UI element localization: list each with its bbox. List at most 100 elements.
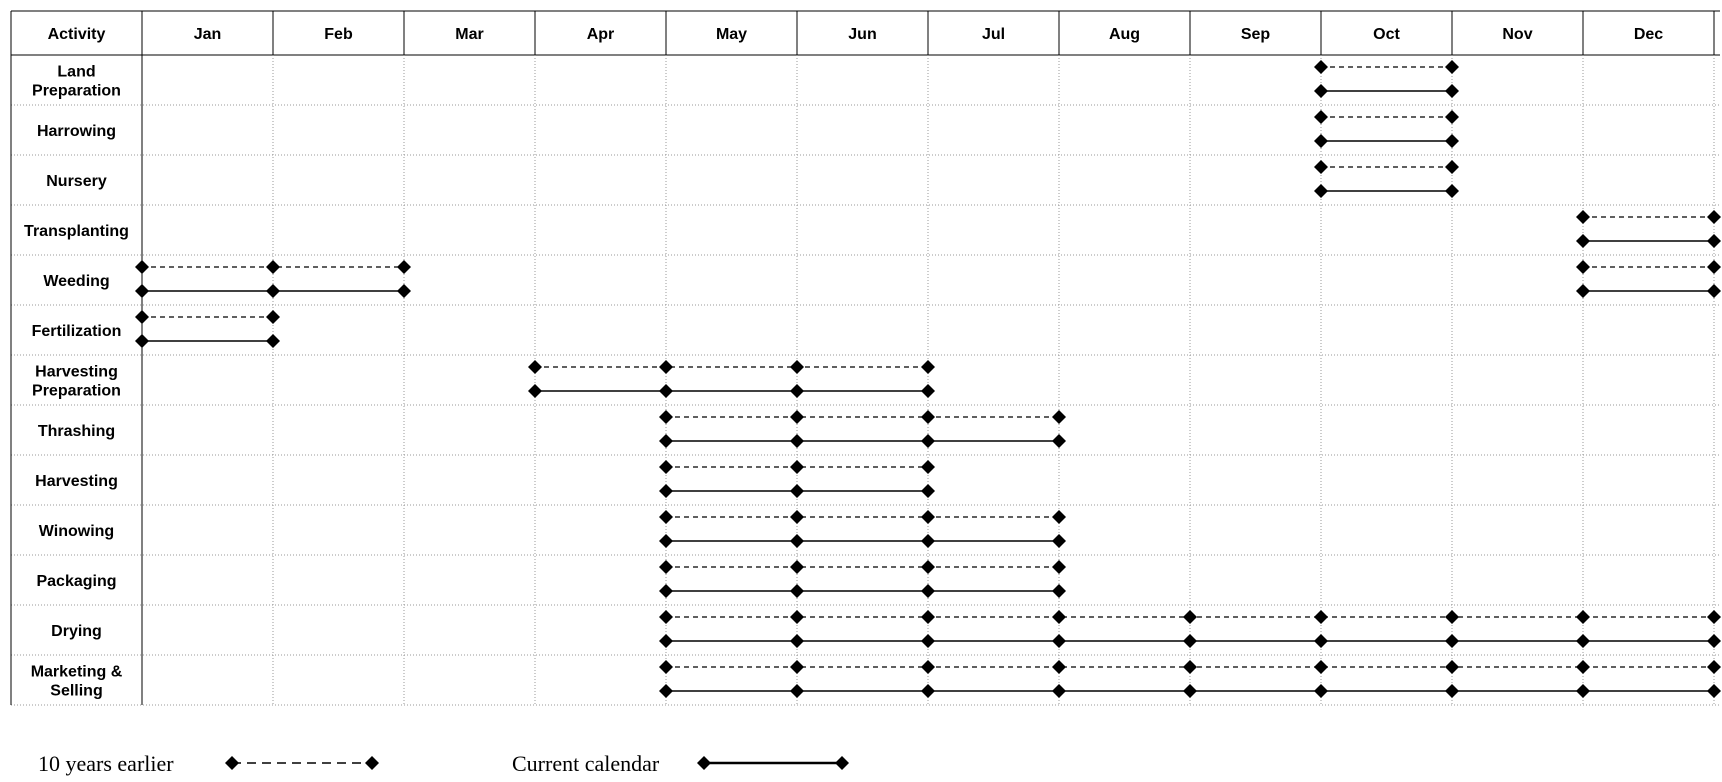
current-bar — [1576, 234, 1721, 248]
diamond-marker — [1707, 634, 1721, 648]
diamond-marker — [790, 460, 804, 474]
current-bar — [135, 334, 280, 348]
diamond-marker — [659, 384, 673, 398]
diamond-marker — [1576, 684, 1590, 698]
diamond-marker — [1314, 660, 1328, 674]
diamond-marker — [1576, 284, 1590, 298]
earlier-bar — [659, 410, 1066, 424]
diamond-marker — [659, 434, 673, 448]
header-month-jul: Jul — [982, 26, 1005, 43]
current-bar — [659, 484, 935, 498]
earlier-bar — [135, 260, 411, 274]
activity-label: Selling — [50, 683, 102, 700]
diamond-marker — [1052, 634, 1066, 648]
diamond-marker — [135, 310, 149, 324]
diamond-marker — [397, 260, 411, 274]
diamond-marker — [1576, 610, 1590, 624]
diamond-marker — [921, 460, 935, 474]
current-bar — [1314, 84, 1459, 98]
earlier-bar — [1314, 110, 1459, 124]
earlier-bar — [1314, 60, 1459, 74]
activity-label: Harrowing — [37, 123, 116, 140]
diamond-marker — [1183, 610, 1197, 624]
activity-label: Nursery — [46, 173, 107, 190]
diamond-marker — [1183, 684, 1197, 698]
diamond-marker — [1445, 134, 1459, 148]
diamond-marker — [266, 260, 280, 274]
activity-label: Winowing — [39, 523, 114, 540]
diamond-marker — [790, 584, 804, 598]
month-headers: Activity Jan Feb Mar Apr May Jun Jul Aug Sep Oct No… — [48, 26, 1664, 43]
earlier-bar — [659, 510, 1066, 524]
legend-earlier-line — [225, 756, 379, 770]
header-month-apr: Apr — [587, 26, 615, 43]
diamond-marker — [528, 384, 542, 398]
header-month-jun: Jun — [848, 26, 876, 43]
diamond-marker — [1445, 160, 1459, 174]
legend: 10 years earlier Current calendar — [38, 751, 849, 776]
current-bar — [659, 534, 1066, 548]
diamond-marker — [1445, 684, 1459, 698]
earlier-bar — [659, 610, 1721, 624]
diamond-marker — [1314, 684, 1328, 698]
activity-label: Preparation — [32, 83, 121, 100]
diamond-marker — [1314, 110, 1328, 124]
diamond-marker — [790, 360, 804, 374]
diamond-marker — [790, 560, 804, 574]
header-month-oct: Oct — [1373, 26, 1400, 43]
current-bar — [1314, 134, 1459, 148]
header-activity: Activity — [48, 26, 106, 43]
activity-label: Preparation — [32, 383, 121, 400]
diamond-marker — [659, 660, 673, 674]
diamond-marker — [1314, 610, 1328, 624]
legend-current-label: Current calendar — [512, 751, 660, 776]
header-month-jan: Jan — [194, 26, 222, 43]
diamond-marker — [921, 634, 935, 648]
diamond-marker — [397, 284, 411, 298]
activity-label: Transplanting — [24, 223, 129, 240]
diamond-marker — [1052, 560, 1066, 574]
diamond-marker — [659, 634, 673, 648]
diamond-marker — [1314, 160, 1328, 174]
diamond-marker — [790, 634, 804, 648]
current-bar — [659, 434, 1066, 448]
diamond-marker — [135, 334, 149, 348]
header-month-mar: Mar — [455, 26, 483, 43]
diamond-marker — [790, 610, 804, 624]
earlier-bar — [1314, 160, 1459, 174]
earlier-bar — [659, 460, 935, 474]
diamond-marker — [659, 560, 673, 574]
diamond-marker — [921, 410, 935, 424]
diamond-marker — [790, 410, 804, 424]
diamond-marker — [1576, 234, 1590, 248]
current-bar — [659, 584, 1066, 598]
header-month-nov: Nov — [1502, 26, 1532, 43]
diamond-marker — [1052, 584, 1066, 598]
diamond-marker — [659, 610, 673, 624]
header-month-feb: Feb — [324, 26, 353, 43]
activity-label: Weeding — [43, 273, 109, 290]
diamond-marker — [659, 484, 673, 498]
diamond-marker — [1445, 184, 1459, 198]
diamond-marker — [659, 460, 673, 474]
activity-label: Marketing & — [31, 664, 123, 681]
diamond-marker — [135, 284, 149, 298]
activity-label: Drying — [51, 623, 102, 640]
diamond-marker — [921, 610, 935, 624]
diamond-marker — [1445, 660, 1459, 674]
diamond-marker — [921, 484, 935, 498]
current-bar — [135, 284, 411, 298]
diamond-marker — [1314, 134, 1328, 148]
legend-current-line — [697, 756, 849, 770]
diamond-marker — [921, 684, 935, 698]
diamond-marker — [1707, 660, 1721, 674]
diamond-marker — [1445, 634, 1459, 648]
diamond-marker — [659, 534, 673, 548]
diamond-marker — [1052, 510, 1066, 524]
diamond-marker — [1576, 660, 1590, 674]
diamond-marker — [1314, 60, 1328, 74]
diamond-marker — [790, 510, 804, 524]
diamond-marker — [921, 360, 935, 374]
diamond-marker — [1445, 84, 1459, 98]
